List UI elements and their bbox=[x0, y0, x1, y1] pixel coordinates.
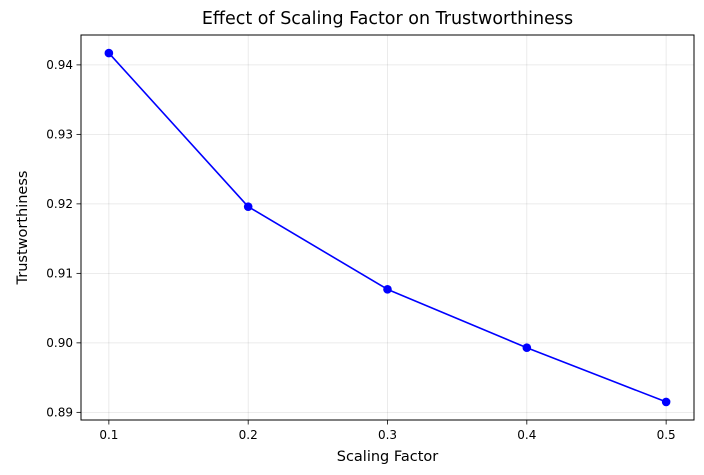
y-axis-title: Trustworthiness bbox=[15, 171, 31, 286]
x-tick-label: 0.1 bbox=[99, 428, 118, 442]
x-axis-title: Scaling Factor bbox=[337, 449, 439, 465]
data-point bbox=[522, 343, 532, 353]
x-tick-label: 0.3 bbox=[378, 428, 397, 442]
data-point bbox=[104, 48, 114, 58]
y-tick-label: 0.94 bbox=[46, 58, 73, 72]
chart-title: Effect of Scaling Factor on Trustworthin… bbox=[202, 9, 573, 29]
y-tick-label: 0.91 bbox=[46, 267, 73, 281]
data-point bbox=[661, 397, 671, 407]
x-tick-label: 0.5 bbox=[657, 428, 676, 442]
y-tick-label: 0.92 bbox=[46, 197, 73, 211]
series-layer bbox=[104, 48, 671, 407]
data-point bbox=[383, 285, 392, 294]
grid bbox=[81, 35, 694, 420]
x-tick-label: 0.2 bbox=[239, 428, 258, 442]
y-tick-label: 0.90 bbox=[46, 336, 73, 350]
y-tick-label: 0.89 bbox=[46, 406, 73, 420]
y-tick-label: 0.93 bbox=[46, 128, 73, 142]
x-tick-label: 0.4 bbox=[517, 428, 536, 442]
axis-ticks: 0.1 0.2 0.3 0.4 0.5 0.89 0.90 0.91 0.92 0.93 0.94 bbox=[46, 58, 675, 442]
data-point bbox=[243, 202, 253, 211]
